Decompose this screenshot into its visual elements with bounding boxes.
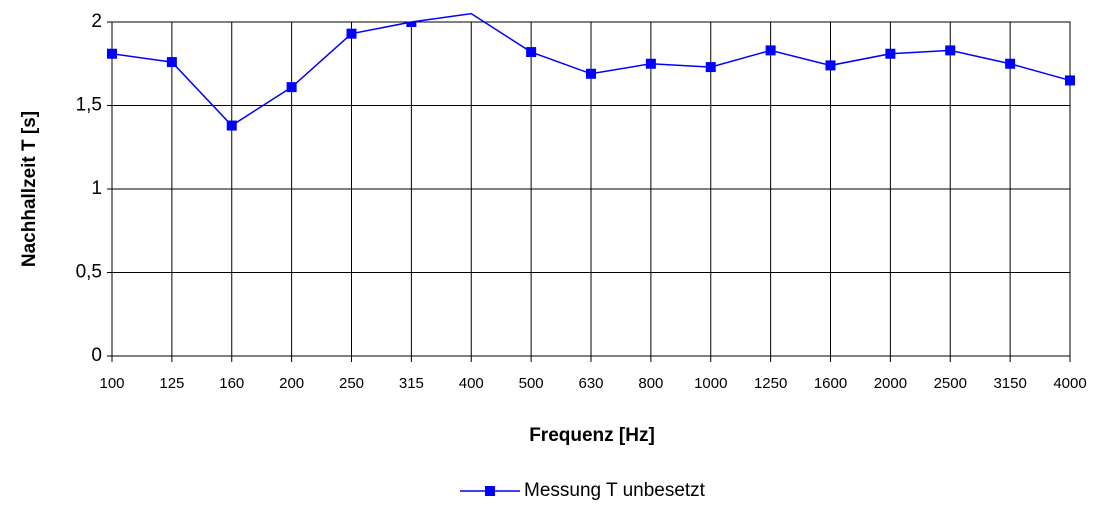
marker — [107, 48, 117, 59]
y-tick-label: 0,5 — [76, 262, 102, 283]
marker — [885, 48, 896, 59]
x-tick-label: 4000 — [1053, 375, 1086, 392]
marker — [645, 58, 656, 69]
y-tick-label: 0 — [91, 345, 102, 366]
x-axis-label: Frequenz [Hz] — [529, 425, 655, 446]
y-tick-label: 2 — [91, 11, 102, 32]
marker — [226, 120, 237, 131]
x-tick-label: 500 — [519, 375, 544, 392]
x-tick-label: 2000 — [874, 375, 907, 392]
x-tick-label: 1250 — [754, 375, 787, 392]
marker — [346, 28, 357, 39]
marker — [166, 57, 177, 68]
y-axis-label: Nachhallzeit T [s] — [19, 111, 40, 267]
marker — [945, 45, 956, 56]
marker — [1065, 75, 1075, 86]
marker — [1005, 58, 1016, 69]
x-tick-label: 630 — [578, 375, 603, 392]
x-tick-label: 160 — [219, 375, 244, 392]
marker — [586, 68, 596, 79]
legend-marker — [485, 486, 495, 496]
y-tick-label: 1,5 — [76, 95, 102, 116]
x-tick-label: 125 — [159, 375, 184, 392]
marker — [705, 62, 716, 73]
plot-frame — [111, 21, 1071, 357]
marker — [286, 82, 297, 93]
marker — [526, 47, 537, 58]
y-tick-label: 1 — [91, 178, 102, 199]
x-tick-label: 315 — [399, 375, 424, 392]
marker — [825, 60, 836, 71]
x-tick-label: 250 — [339, 375, 364, 392]
x-tick-label: 400 — [459, 375, 484, 392]
x-tick-label: 200 — [279, 375, 304, 392]
x-tick-label: 2500 — [934, 375, 967, 392]
x-tick-label: 800 — [638, 375, 663, 392]
x-tick-label: 100 — [99, 375, 124, 392]
x-tick-label: 3150 — [993, 375, 1026, 392]
markers — [107, 22, 1075, 131]
marker — [406, 22, 417, 27]
x-tick-label: 1600 — [814, 375, 847, 392]
x-tick-label: 1000 — [694, 375, 727, 392]
marker — [765, 45, 776, 56]
legend-label: Messung T unbesetzt — [524, 480, 706, 501]
